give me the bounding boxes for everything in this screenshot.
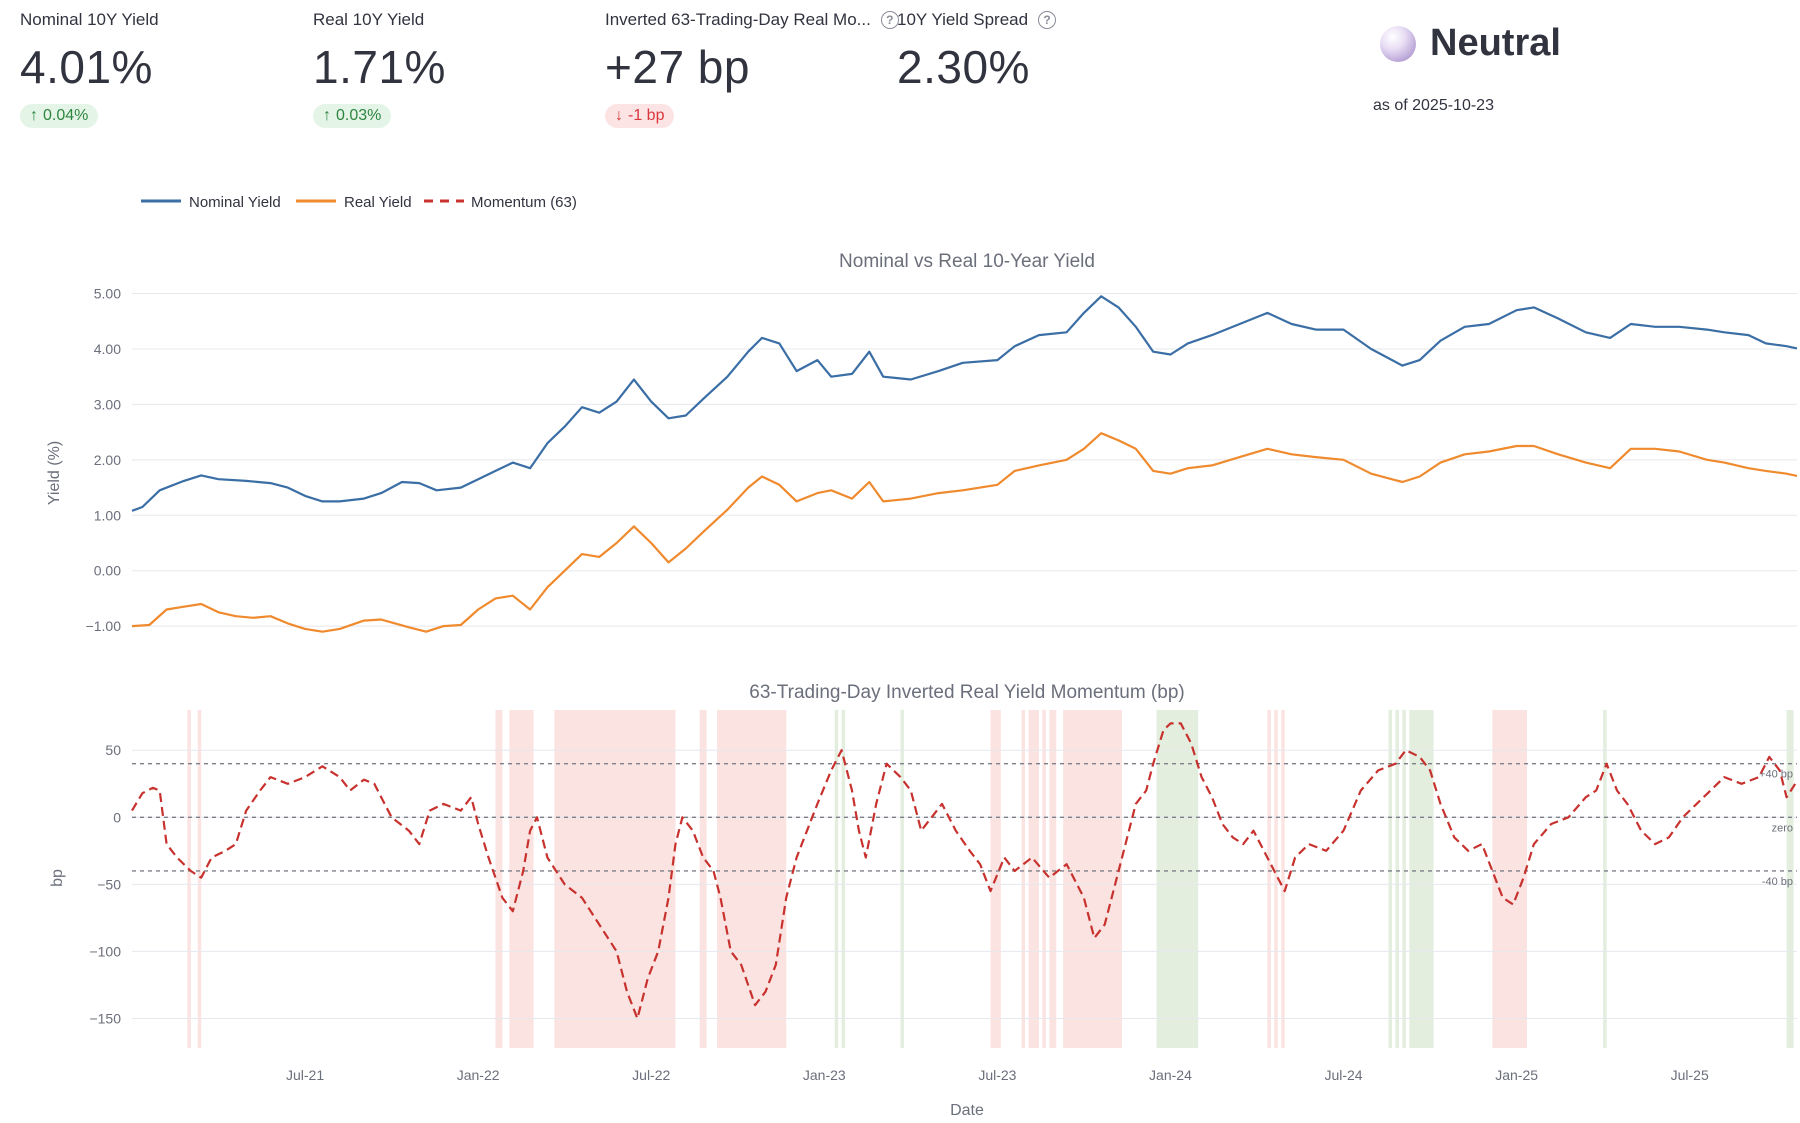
metric-nominal-10y: Nominal 10Y Yield 4.01% ↑ 0.04% bbox=[20, 10, 159, 128]
x-tick-label: Jan-22 bbox=[457, 1067, 500, 1083]
bottom-chart-series[interactable] bbox=[131, 722, 1798, 1020]
neutral-orb-icon bbox=[1380, 25, 1416, 62]
x-tick-label: Jul-23 bbox=[978, 1067, 1016, 1083]
top-chart-title: Nominal vs Real 10-Year Yield bbox=[839, 251, 1095, 272]
x-tick-label: Jan-23 bbox=[803, 1067, 846, 1083]
bottom-chart-y-tick-label: −50 bbox=[97, 876, 121, 892]
negative-regime-band bbox=[1063, 710, 1119, 1048]
negative-regime-band bbox=[1267, 710, 1271, 1048]
positive-regime-band bbox=[1603, 710, 1607, 1048]
x-tick-label: Jul-21 bbox=[286, 1067, 324, 1083]
top-chart-y-tick-label: 3.00 bbox=[94, 396, 121, 412]
metric-yield-spread: 10Y Yield Spread? 2.30% bbox=[897, 10, 1057, 94]
metric-delta-badge: ↓ -1 bp bbox=[605, 104, 675, 128]
reference-line-label: zero bbox=[1772, 822, 1793, 834]
metric-delta-value: 0.03% bbox=[336, 107, 382, 124]
top-chart-y-tick-label: −1.00 bbox=[86, 618, 122, 634]
arrow-up-icon: ↑ bbox=[323, 107, 331, 124]
metric-label: Real 10Y Yield bbox=[313, 10, 425, 29]
metric-delta-value: -1 bp bbox=[628, 107, 665, 124]
x-tick-label: Jul-25 bbox=[1671, 1067, 1709, 1083]
metric-value: 1.71% bbox=[313, 41, 446, 93]
top-chart-y-axis-label: Yield (%) bbox=[46, 441, 63, 505]
negative-regime-band bbox=[1049, 710, 1057, 1048]
legend-label-nominal[interactable]: Nominal Yield bbox=[189, 194, 281, 211]
top-chart-y-tick-label: 1.00 bbox=[94, 507, 121, 523]
metric-delta-badge: ↑ 0.03% bbox=[313, 104, 392, 128]
negative-regime-band bbox=[1028, 710, 1039, 1048]
negative-regime-band bbox=[554, 710, 676, 1048]
x-tick-label: Jul-24 bbox=[1324, 1067, 1362, 1083]
x-tick-label: Jul-22 bbox=[632, 1067, 670, 1083]
legend-label-real[interactable]: Real Yield bbox=[344, 194, 412, 211]
metric-real-10y: Real 10Y Yield 1.71% ↑ 0.03% bbox=[313, 10, 446, 128]
reference-line-label: -40 bp bbox=[1762, 876, 1793, 888]
positive-regime-band bbox=[1409, 710, 1434, 1048]
negative-regime-band bbox=[495, 710, 503, 1048]
bottom-chart-y-tick-label: −150 bbox=[89, 1010, 121, 1026]
arrow-up-icon: ↑ bbox=[30, 107, 38, 124]
bottom-chart-y-tick-label: 50 bbox=[105, 742, 121, 758]
real-yield-line bbox=[131, 432, 1798, 633]
bottom-chart-gridlines bbox=[132, 749, 1797, 1019]
negative-regime-band bbox=[1492, 710, 1527, 1048]
negative-regime-band bbox=[197, 710, 202, 1048]
bottom-chart-y-axis-label: bp bbox=[49, 869, 66, 887]
positive-regime-band bbox=[834, 710, 839, 1048]
negative-regime-band bbox=[1042, 710, 1046, 1048]
as-of-date: as of 2025-10-23 bbox=[1373, 97, 1494, 114]
reference-line-label: +40 bp bbox=[1759, 769, 1793, 781]
metric-label: Inverted 63-Trading-Day Real Mo... bbox=[605, 10, 871, 29]
metric-inverted-momentum: Inverted 63-Trading-Day Real Mo...? +27 … bbox=[605, 10, 899, 128]
negative-regime-band bbox=[1274, 710, 1278, 1048]
bottom-chart-y-tick-label: −100 bbox=[89, 943, 121, 959]
help-circle-icon[interactable]: ? bbox=[1038, 11, 1057, 29]
positive-regime-band bbox=[900, 710, 904, 1048]
metric-value: +27 bp bbox=[605, 41, 750, 93]
top-chart-y-tick-label: 0.00 bbox=[94, 563, 121, 579]
bottom-chart-title: 63-Trading-Day Inverted Real Yield Momen… bbox=[749, 682, 1184, 703]
regime-indicator: Neutral bbox=[1380, 22, 1561, 65]
x-axis-label: Date bbox=[950, 1102, 984, 1119]
bottom-chart-bands bbox=[187, 710, 1794, 1048]
arrow-down-icon: ↓ bbox=[615, 107, 623, 124]
nominal-yield-line bbox=[131, 295, 1798, 512]
metric-label: 10Y Yield Spread bbox=[897, 10, 1029, 29]
positive-regime-band bbox=[1786, 710, 1794, 1048]
x-tick-label: Jan-25 bbox=[1495, 1067, 1538, 1083]
top-chart-gridlines bbox=[132, 293, 1797, 627]
negative-regime-band bbox=[1021, 710, 1026, 1048]
top-chart-y-tick-label: 2.00 bbox=[94, 452, 121, 468]
negative-regime-band bbox=[1118, 710, 1122, 1048]
momentum-line bbox=[131, 722, 1798, 1020]
positive-regime-band bbox=[1388, 710, 1392, 1048]
x-tick-label: Jan-24 bbox=[1149, 1067, 1192, 1083]
top-chart-y-ticks: −1.00 0.00 1.00 2.00 3.00 4.00 5.00 bbox=[86, 286, 122, 635]
positive-regime-band bbox=[1395, 710, 1399, 1048]
bottom-chart-y-ticks: −150 −100 −50 0 50 bbox=[89, 742, 121, 1026]
legend-label-momentum[interactable]: Momentum (63) bbox=[471, 194, 577, 211]
top-chart-series[interactable] bbox=[131, 295, 1798, 633]
top-chart-y-tick-label: 4.00 bbox=[94, 341, 121, 357]
bottom-chart-reference-lines: +40 bp zero -40 bp bbox=[132, 762, 1797, 888]
negative-regime-band bbox=[509, 710, 534, 1048]
positive-regime-band bbox=[1402, 710, 1406, 1048]
metric-delta-value: 0.04% bbox=[43, 107, 89, 124]
metric-delta-badge: ↑ 0.04% bbox=[20, 104, 99, 128]
bottom-chart-y-tick-label: 0 bbox=[113, 809, 121, 825]
chart-legend[interactable]: Nominal Yield Real Yield Momentum (63) bbox=[141, 194, 577, 211]
positive-regime-band bbox=[841, 710, 846, 1048]
metric-label: Nominal 10Y Yield bbox=[20, 10, 159, 29]
help-circle-icon[interactable]: ? bbox=[880, 11, 899, 29]
negative-regime-band bbox=[1281, 710, 1285, 1048]
positive-regime-band bbox=[1156, 710, 1199, 1048]
x-axis-ticks: Jul-21 Jan-22 Jul-22 Jan-23 Jul-23 Jan-24 Jul-… bbox=[286, 1067, 1709, 1083]
top-chart-y-tick-label: 5.00 bbox=[94, 286, 121, 302]
negative-regime-band bbox=[187, 710, 191, 1048]
regime-label: Neutral bbox=[1430, 22, 1561, 64]
negative-regime-band bbox=[699, 710, 707, 1048]
metric-value: 4.01% bbox=[20, 41, 153, 93]
metric-value: 2.30% bbox=[897, 41, 1030, 93]
